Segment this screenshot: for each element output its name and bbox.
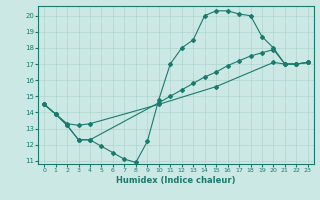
X-axis label: Humidex (Indice chaleur): Humidex (Indice chaleur) [116, 176, 236, 185]
